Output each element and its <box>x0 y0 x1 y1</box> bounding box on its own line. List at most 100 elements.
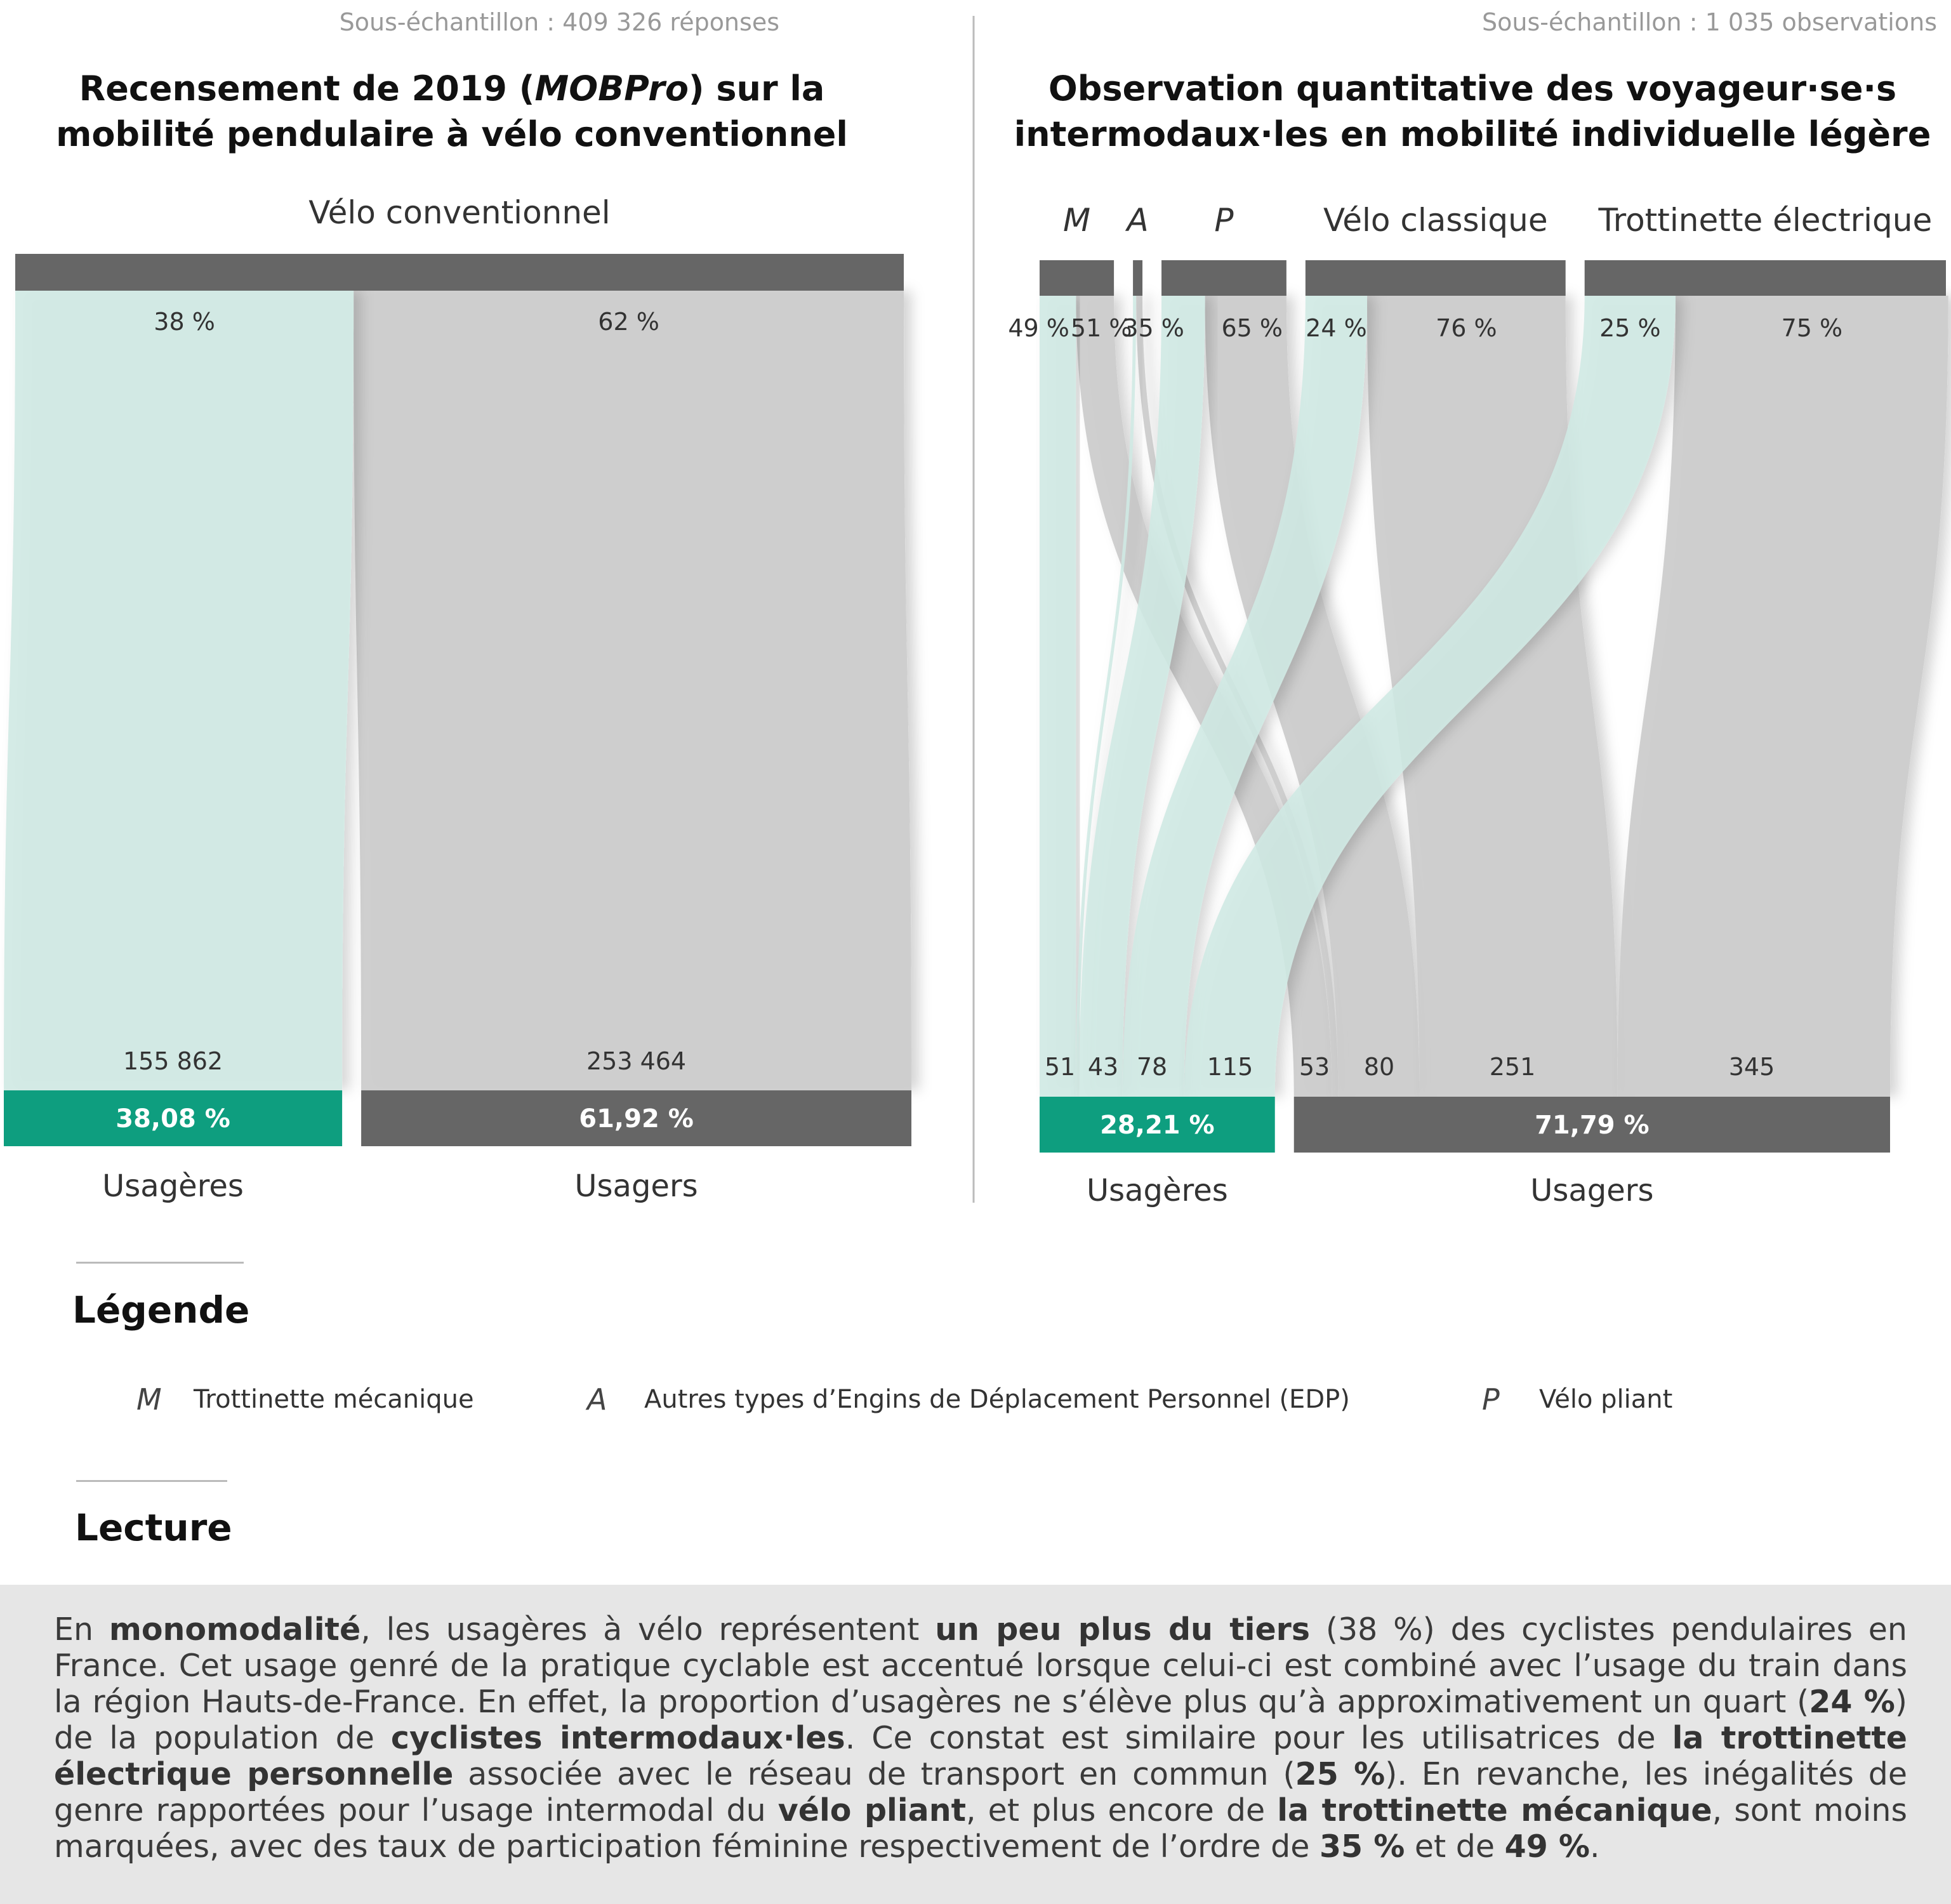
reading-emphasis: vélo pliant <box>777 1792 967 1828</box>
legend-text-a: Autres types d’Engins de Déplacement Per… <box>644 1385 1350 1414</box>
target-share-label: 71,79 % <box>1535 1111 1650 1140</box>
flow-count-label: 51 <box>1045 1053 1075 1081</box>
flow-percent-label: 25 % <box>1599 314 1661 342</box>
chart-title-part: ) sur la <box>689 69 824 109</box>
legend-text-m: Trottinette mécanique <box>194 1385 474 1414</box>
reading-emphasis: 25 % <box>1295 1756 1386 1792</box>
reading-emphasis: 35 % <box>1319 1828 1405 1865</box>
source-label: M <box>1063 202 1090 239</box>
target-node-female <box>1040 1097 1275 1153</box>
legend-abbr-p: P <box>1482 1382 1500 1417</box>
reading-segment: , sont moins marquées, avec des taux de … <box>54 1792 1908 1865</box>
reading-segment: En <box>54 1611 109 1648</box>
source-node <box>1584 260 1946 296</box>
chart-title-line-2: intermodaux·les en mobilité individuelle… <box>1014 114 1931 154</box>
source-label: A <box>1125 202 1148 239</box>
legend-item-m: M Trottinette mécanique <box>136 1377 474 1422</box>
flow-percent-label: 24 % <box>1306 314 1367 342</box>
source-label: Vélo conventionnel <box>308 194 610 231</box>
reading-segment: . Ce constat est similaire pour les util… <box>845 1720 1672 1756</box>
chart-title-part: Observation quantitative des voyageur·se… <box>1048 69 1896 109</box>
reading-emphasis: la trottinette mécanique <box>1277 1792 1712 1828</box>
reading-emphasis: la trottinette électrique personnelle <box>54 1720 1908 1792</box>
reading-segment: associée avec le réseau de transport en … <box>453 1756 1295 1792</box>
flow-ribbon-male <box>1076 296 1332 1097</box>
source-node <box>1161 260 1286 296</box>
reading-emphasis: monomodalité <box>109 1611 361 1648</box>
flow-count-label: 345 <box>1729 1053 1775 1081</box>
reading-segment: ). En revanche, les inégalités de genre … <box>54 1756 1907 1828</box>
legend-abbr-m: M <box>136 1382 162 1417</box>
reading-emphasis: 24 % <box>1809 1684 1895 1720</box>
flow-layer <box>4 291 911 1090</box>
flow-ribbon-female <box>1122 296 1368 1097</box>
reading-emphasis: cyclistes intermodaux·les <box>390 1720 845 1756</box>
flow-ribbon-female <box>1076 296 1137 1097</box>
sample-note: Sous-échantillon : 1 035 observations <box>1482 8 1937 36</box>
reading-panel: En monomodalité, les usagères à vélo rep… <box>0 1585 1951 1904</box>
chart-title-part: MOBPro <box>534 69 688 109</box>
flow-ribbon-male <box>354 291 911 1090</box>
source-label: Trottinette électrique <box>1597 202 1932 239</box>
legend-item-a: A Autres types d’Engins de Déplacement P… <box>587 1377 1350 1422</box>
chart-title-line-1: Recensement de 2019 (MOBPro) sur la <box>79 69 825 109</box>
reading-segment: et de <box>1405 1828 1505 1865</box>
target-label: Usagers <box>1530 1173 1653 1208</box>
target-share-label: 38,08 % <box>116 1104 230 1134</box>
reading-segment: (38 %) des cyclistes pendulaires en Fran… <box>54 1611 1907 1720</box>
reading-segment: ) de la population de <box>54 1684 1908 1756</box>
source-label: Vélo classique <box>1323 202 1548 239</box>
legend-item-p: P Vélo pliant <box>1482 1377 1672 1422</box>
target-node-male <box>361 1090 911 1146</box>
chart-panel-observation: Sous-échantillon : 1 035 observations Obs… <box>1008 8 1948 1208</box>
target-label: Usagers <box>574 1168 698 1204</box>
sample-note: Sous-échantillon : 409 326 réponses <box>340 8 779 36</box>
legend-abbr-a: A <box>587 1382 607 1417</box>
flow-layer <box>1040 296 1948 1097</box>
target-label: Usagères <box>1087 1173 1228 1208</box>
reading-title: Lecture <box>75 1506 232 1549</box>
flow-ribbon-female <box>1040 296 1076 1097</box>
reading-rule <box>76 1480 227 1482</box>
target-label: Usagères <box>102 1168 244 1204</box>
flow-ribbon-female <box>1079 296 1205 1097</box>
chart-title-line-1: Observation quantitative des voyageur·se… <box>1048 69 1896 109</box>
flow-count-label: 253 464 <box>586 1047 686 1075</box>
reading-text: En monomodalité, les usagères à vélo rep… <box>54 1611 1907 1865</box>
target-share-label: 61,92 % <box>579 1104 694 1134</box>
flow-ribbon-male <box>1617 296 1948 1097</box>
flow-count-label: 80 <box>1364 1053 1394 1081</box>
reading-segment: . <box>1589 1828 1600 1865</box>
chart-title-part: Recensement de 2019 ( <box>79 69 535 109</box>
flow-ribbon-female <box>4 291 354 1090</box>
source-node <box>1305 260 1566 296</box>
reading-emphasis: 49 % <box>1504 1828 1590 1865</box>
flow-count-label: 53 <box>1299 1053 1330 1081</box>
flow-percent-label: 75 % <box>1782 314 1843 342</box>
target-share-label: 28,21 % <box>1100 1111 1215 1140</box>
flow-percent-label: 49 % <box>1008 314 1069 342</box>
chart-title-part: intermodaux·les en mobilité individuelle… <box>1014 114 1931 154</box>
chart-panel-census: Sous-échantillon : 409 326 réponses Recen… <box>4 8 911 1204</box>
source-node <box>1133 260 1143 296</box>
source-node <box>15 254 904 291</box>
legend-text-p: Vélo pliant <box>1539 1385 1673 1414</box>
source-node <box>1040 260 1114 296</box>
legend-title: Légende <box>72 1288 250 1332</box>
flow-percent-label: 62 % <box>598 308 659 336</box>
flow-count-label: 115 <box>1207 1053 1253 1081</box>
flow-ribbon-male <box>1205 296 1420 1097</box>
reading-segment: , et plus encore de <box>966 1792 1278 1828</box>
flow-count-label: 78 <box>1137 1053 1167 1081</box>
reading-segment: , les usagères à vélo représentent <box>360 1611 936 1648</box>
flow-count-label: 251 <box>1490 1053 1536 1081</box>
target-node-female <box>4 1090 343 1146</box>
target-node-male <box>1293 1097 1890 1153</box>
flow-percent-label: 76 % <box>1436 314 1497 342</box>
flow-percent-label: 65 % <box>1221 314 1283 342</box>
sankey-figure: Sous-échantillon : 409 326 réponses Recen… <box>4 8 1948 1208</box>
reading-emphasis: un peu plus du tiers <box>935 1611 1311 1648</box>
legend-rule <box>76 1262 244 1264</box>
flow-percent-label: 35 % <box>1123 314 1184 342</box>
source-label: P <box>1214 202 1234 239</box>
